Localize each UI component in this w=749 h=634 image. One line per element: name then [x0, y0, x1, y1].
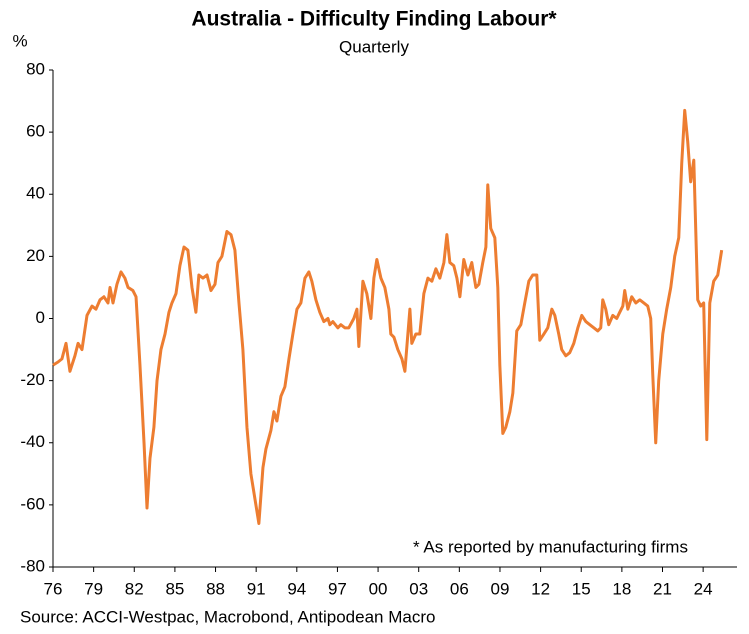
x-tick-label: 85 [165, 579, 184, 598]
data-line [52, 108, 724, 526]
x-tick-label: 91 [247, 579, 266, 598]
x-tick-label: 12 [531, 579, 550, 598]
y-tick-label: 80 [26, 59, 45, 78]
y-tick-label: -20 [20, 370, 45, 389]
x-tick-label: 09 [491, 579, 510, 598]
y-tick-label: -80 [20, 556, 45, 575]
y-tick-label: -40 [20, 432, 45, 451]
x-tick-label: 00 [369, 579, 388, 598]
x-tick-label: 79 [84, 579, 103, 598]
x-tick-label: 06 [450, 579, 469, 598]
x-tick-label: 76 [44, 579, 63, 598]
y-tick-label: 20 [26, 246, 45, 265]
chart-subtitle: Quarterly [339, 37, 409, 56]
x-tick-label: 18 [612, 579, 631, 598]
y-tick-label: 60 [26, 122, 45, 141]
x-tick-label: 21 [653, 579, 672, 598]
y-tick-label: 40 [26, 184, 45, 203]
x-tick-label: 15 [572, 579, 591, 598]
y-tick-label: 0 [36, 308, 45, 327]
x-tick-label: 88 [206, 579, 225, 598]
y-unit: % [12, 31, 27, 50]
x-tick-label: 97 [328, 579, 347, 598]
x-tick-label: 24 [694, 579, 713, 598]
annotation: * As reported by manufacturing firms [413, 537, 688, 556]
x-tick-label: 03 [409, 579, 428, 598]
y-tick-label: -60 [20, 494, 45, 513]
x-tick-label: 94 [287, 579, 306, 598]
chart-title: Australia - Difficulty Finding Labour* [191, 8, 557, 31]
source: Source: ACCI-Westpac, Macrobond, Antipod… [20, 607, 435, 626]
x-tick-label: 82 [125, 579, 144, 598]
